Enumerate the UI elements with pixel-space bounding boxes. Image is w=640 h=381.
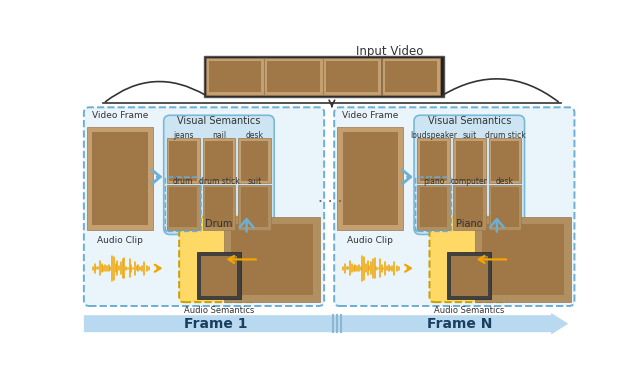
Bar [264, 58, 323, 95]
Text: drum stick: drum stick [484, 131, 525, 140]
Bar [417, 185, 450, 230]
Bar [203, 185, 236, 230]
Text: Drum: Drum [205, 219, 233, 229]
Text: computer: computer [451, 177, 488, 186]
Text: drum: drum [173, 177, 193, 186]
Bar [385, 61, 437, 92]
Bar [92, 133, 148, 225]
Bar [447, 252, 491, 299]
Bar [342, 133, 398, 225]
FancyBboxPatch shape [164, 115, 274, 234]
Bar [268, 61, 319, 92]
Bar [492, 141, 519, 181]
Text: nail: nail [212, 131, 226, 140]
Bar [323, 58, 381, 95]
Bar [456, 187, 483, 227]
Bar [209, 61, 260, 92]
FancyBboxPatch shape [334, 107, 575, 306]
Bar [205, 187, 233, 227]
Bar [87, 127, 153, 231]
Text: Audio Clip: Audio Clip [97, 236, 143, 245]
FancyBboxPatch shape [179, 217, 259, 302]
Text: jeans: jeans [173, 131, 193, 140]
Bar [241, 141, 269, 181]
Bar [204, 56, 444, 96]
Bar [225, 217, 320, 302]
Text: Visual Semantics: Visual Semantics [177, 117, 260, 126]
Text: Audio Clip: Audio Clip [348, 236, 393, 245]
Bar [205, 58, 264, 95]
Bar [241, 187, 269, 227]
FancyArrow shape [84, 313, 568, 335]
Bar [492, 187, 519, 227]
Bar [197, 252, 241, 299]
Bar [232, 224, 314, 295]
FancyBboxPatch shape [84, 107, 324, 306]
Bar [417, 138, 450, 183]
Text: Input Video: Input Video [356, 45, 424, 58]
Bar [205, 141, 233, 181]
Bar [337, 127, 403, 231]
Text: suit: suit [248, 177, 262, 186]
Text: Video Frame: Video Frame [92, 110, 148, 120]
Text: piano: piano [423, 177, 444, 186]
Text: Frame 1: Frame 1 [184, 317, 248, 331]
Bar [453, 185, 486, 230]
Bar [451, 256, 488, 296]
Bar [489, 185, 522, 230]
Bar [170, 187, 197, 227]
Text: Piano: Piano [456, 219, 483, 229]
Text: Video Frame: Video Frame [342, 110, 399, 120]
Bar [475, 217, 571, 302]
FancyBboxPatch shape [414, 115, 525, 234]
Text: suit: suit [462, 131, 476, 140]
Bar [167, 138, 200, 183]
FancyBboxPatch shape [429, 217, 509, 302]
Text: Visual Semantics: Visual Semantics [428, 117, 511, 126]
Text: desk: desk [246, 131, 264, 140]
Bar [456, 141, 483, 181]
Text: Frame N: Frame N [427, 317, 492, 331]
Text: Audio Semantics: Audio Semantics [184, 306, 254, 315]
Bar [382, 58, 440, 95]
Bar [489, 138, 522, 183]
Bar [420, 141, 447, 181]
Text: Audio Semantics: Audio Semantics [434, 306, 504, 315]
Text: desk: desk [496, 177, 514, 186]
Bar [453, 138, 486, 183]
Text: · · ·: · · · [318, 195, 342, 210]
Bar [203, 138, 236, 183]
Bar [239, 138, 271, 183]
Bar [420, 187, 447, 227]
Bar [326, 61, 378, 92]
Bar [239, 185, 271, 230]
Bar [170, 141, 197, 181]
Bar [200, 256, 237, 296]
Text: loudspeaker: loudspeaker [410, 131, 457, 140]
Bar [167, 185, 200, 230]
Bar [482, 224, 564, 295]
Text: drum stick: drum stick [198, 177, 239, 186]
